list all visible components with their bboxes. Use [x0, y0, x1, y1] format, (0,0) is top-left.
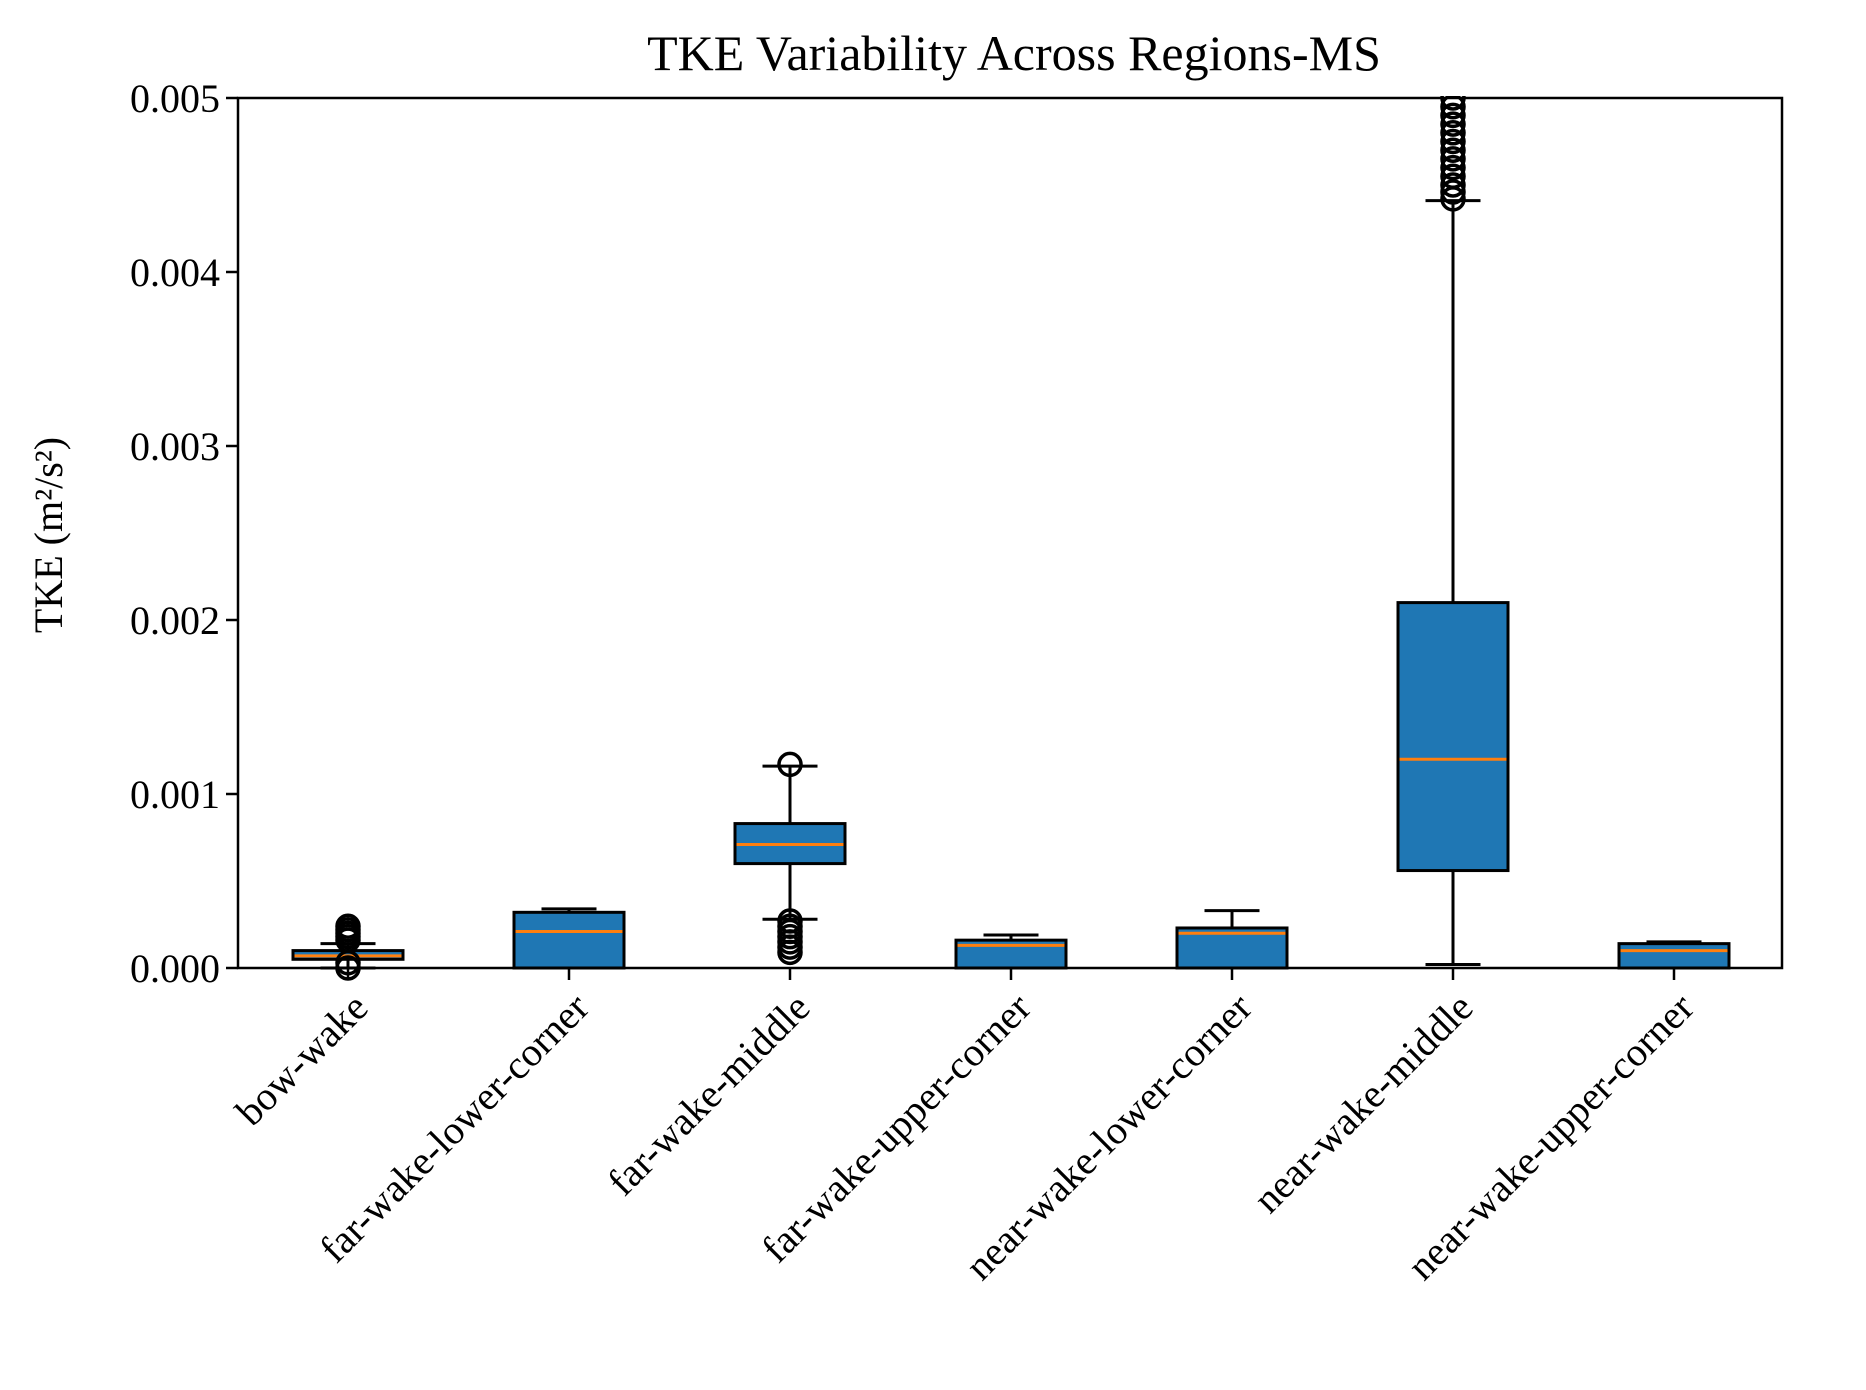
box-group-near-wake-lower-corner: [1175, 909, 1289, 970]
box-iqr: [1617, 942, 1731, 970]
box-group-far-wake-upper-corner: [954, 933, 1068, 970]
y-tick-label: 0.002: [130, 598, 220, 643]
y-tick-label: 0.000: [130, 946, 220, 991]
outlier-point: [1440, 137, 1466, 163]
y-tick-label: 0.004: [130, 250, 220, 295]
outlier-point: [1440, 111, 1466, 137]
box-group-near-wake-upper-corner: [1617, 940, 1731, 970]
x-tick-label: far-wake-middle: [599, 985, 819, 1205]
y-axis-label: TKE (m²/s²): [26, 437, 71, 633]
outlier-point: [1440, 179, 1466, 205]
plot-area: 0.000 0.001 0.002 0.003 0.004 0.005 bow-wake fa…: [130, 76, 1784, 1288]
outlier-point: [1440, 120, 1466, 146]
outlier-point: [1440, 146, 1466, 172]
x-tick-label: bow-wake: [227, 985, 377, 1135]
outlier-point: [1440, 163, 1466, 190]
outlier-point: [1440, 128, 1466, 155]
box-iqr: [512, 910, 626, 970]
outlier-point: [777, 751, 803, 778]
outlier-point: [1440, 102, 1466, 129]
y-tick-label: 0.005: [130, 76, 220, 121]
plot-frame: [236, 96, 1784, 970]
box-group-near-wake-middle: [1396, 96, 1510, 967]
outlier-point: [335, 913, 361, 939]
outlier-point: [777, 908, 803, 934]
box-group-far-wake-middle: [733, 751, 847, 966]
box-group-far-wake-lower-corner: [512, 907, 626, 970]
y-tick-label: 0.003: [130, 424, 220, 469]
box-group-bow-wake: [291, 913, 405, 981]
outlier-point: [1440, 172, 1466, 198]
outlier-point: [1440, 96, 1466, 120]
box-iqr: [1396, 601, 1510, 873]
chart-title: TKE Variability Across Regions-MS: [647, 25, 1381, 81]
outlier-point: [1440, 154, 1466, 181]
x-tick-label: near-wake-middle: [1244, 985, 1481, 1222]
y-tick-label: 0.001: [130, 772, 220, 817]
